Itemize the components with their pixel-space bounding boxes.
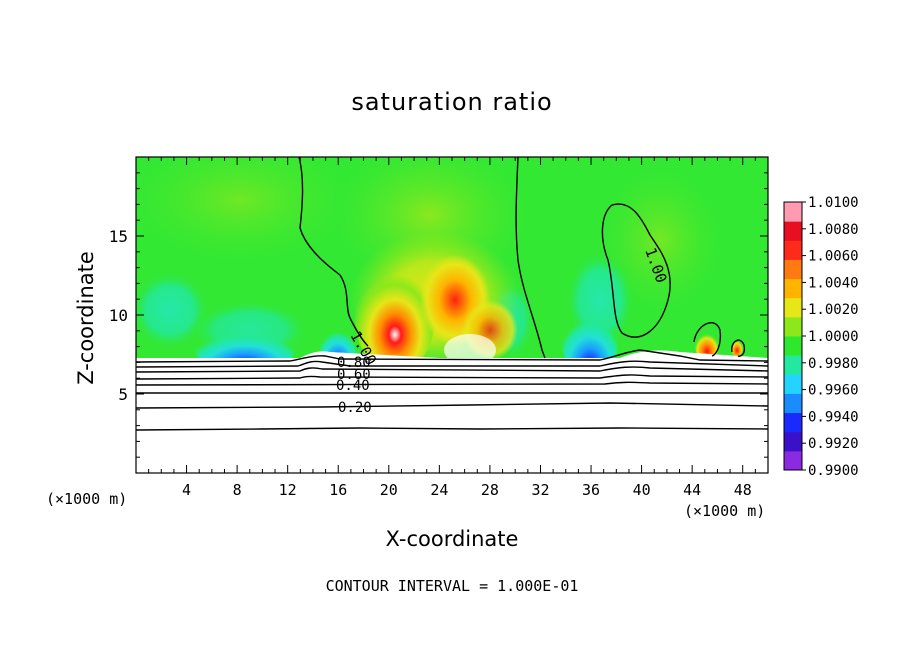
colorbar-label: 1.0060 [808,249,859,265]
saturation-field [136,157,768,358]
x-tick-label: 4 [182,481,191,499]
contour-label: 0.60 [337,367,371,383]
y-tick-label: 5 [118,385,128,404]
colorbar-label: 1.0000 [808,329,859,345]
colorbar-swatch [784,297,802,318]
x-unit-right: (×1000 m) [684,502,766,520]
y-axis: 5 10 15 [109,172,768,458]
colorbar-swatch [784,259,802,280]
colorbar-swatch [784,393,802,414]
x-tick-label: 24 [430,481,448,499]
lower-region [136,350,768,473]
colorbar-label: 0.9940 [808,409,859,425]
contour-interval-note: CONTOUR INTERVAL = 1.000E-01 [325,577,579,595]
colorbar-swatch [784,278,802,299]
contour-lines [135,156,769,431]
colorbar-label: 1.0080 [808,222,859,238]
colorbar-swatch [784,221,802,241]
colorbar: 1.0100 1.0080 1.0060 1.0040 1.0020 1.0000 0.99… [783,195,859,479]
x-tick-label: 8 [233,481,242,499]
colorbar-swatch [784,431,802,452]
colorbar-swatch [784,412,802,433]
contour-label: 0.40 [336,378,370,394]
x-axis: 4 8 12 16 20 24 28 32 36 40 44 48 [148,157,756,499]
y-tick-label: 10 [109,306,128,325]
colorbar-swatch [784,374,802,394]
colorbar-swatch [784,336,802,356]
colorbar-label: 1.0100 [808,195,859,211]
colorbar-swatch [784,240,802,260]
colorbar-swatch [784,450,802,471]
x-tick-label: 48 [734,481,752,499]
y-axis-label: Z-coordinate [74,251,98,385]
x-tick-label: 20 [380,481,398,499]
colorbar-label: 1.0020 [808,302,859,318]
contour-label: 0.20 [338,400,372,416]
chart-title: saturation ratio [351,88,553,116]
colorbar-label: 0.9920 [808,436,859,452]
x-tick-label: 12 [279,481,297,499]
x-tick-label: 32 [531,481,549,499]
colorbar-label: 1.0040 [808,275,859,291]
colorbar-swatch [784,316,802,337]
y-tick-label: 15 [109,227,128,246]
contour-label: 0.80 [337,355,371,371]
colorbar-label: 0.9960 [808,383,859,399]
colorbar-swatch [784,355,802,375]
x-tick-label: 28 [481,481,499,499]
x-axis-label: X-coordinate [385,527,519,551]
colorbar-swatch [784,202,802,222]
x-tick-label: 40 [633,481,651,499]
x-tick-label: 36 [582,481,600,499]
colorbar-label: 0.9900 [808,463,859,479]
x-tick-label: 16 [329,481,347,499]
colorbar-label: 0.9980 [808,356,859,372]
x-tick-label: 44 [683,481,701,499]
x-unit-left: (×1000 m) [46,490,128,508]
